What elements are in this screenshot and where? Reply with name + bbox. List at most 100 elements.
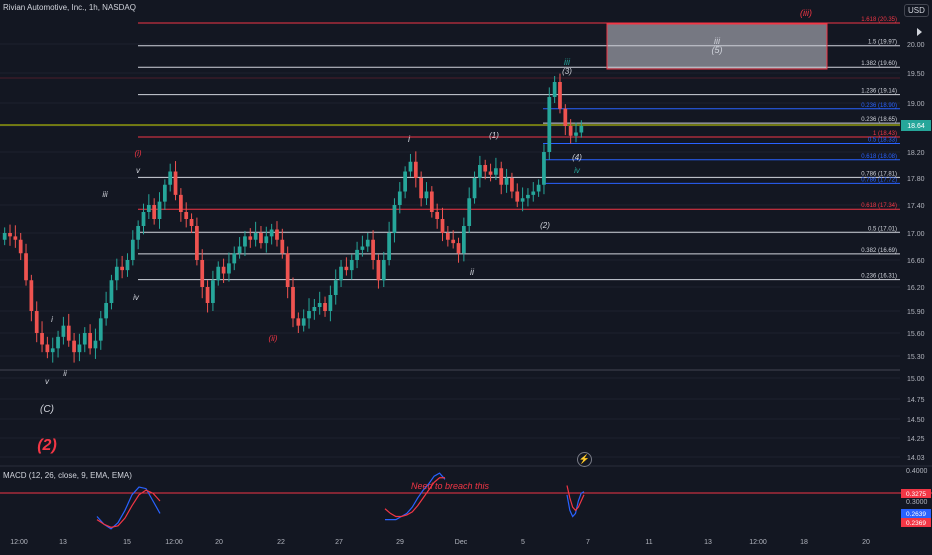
candle: [24, 253, 28, 281]
time-tick: 29: [396, 539, 404, 546]
candle: [536, 184, 541, 192]
candle: [413, 161, 418, 178]
candle: [136, 226, 141, 240]
candle: [114, 266, 119, 281]
candle: [333, 280, 338, 295]
candle: [365, 239, 370, 247]
candle: [189, 219, 194, 226]
fib-label: 0.786 (17.81): [861, 171, 897, 177]
candle: [248, 236, 253, 240]
candle: [232, 253, 237, 264]
candle: [34, 311, 39, 333]
fib-label: 0.236 (18.90): [861, 103, 897, 109]
candle: [216, 266, 221, 281]
candle: [392, 205, 397, 233]
candle: [40, 333, 44, 345]
fib-levels: 1.618 (20.35) 1.5 (19.97) 1.382 (19.60) 1.2…: [0, 17, 900, 371]
wave-label: (i): [134, 149, 141, 158]
candle: [195, 226, 199, 260]
candle: [280, 239, 285, 254]
time-tick: 7: [586, 539, 590, 546]
candle: [328, 295, 333, 311]
macd-badge: [901, 518, 931, 527]
wave-label: (2): [37, 437, 57, 454]
wave-label: (iii): [800, 8, 812, 18]
wave-label: i: [51, 315, 53, 324]
wave-label: (ii): [269, 334, 278, 343]
candle: [264, 236, 269, 244]
candle: [429, 191, 434, 212]
macd-badge-text: 0.2639: [906, 511, 926, 518]
time-tick: 11: [645, 539, 652, 546]
candle: [403, 171, 407, 192]
candle: [408, 161, 413, 172]
macd-line: [96, 489, 161, 528]
candle: [104, 303, 108, 319]
price-tick: 14.03: [907, 455, 925, 462]
candle: [184, 212, 189, 219]
candle: [542, 152, 546, 185]
price-tick: 15.90: [907, 309, 925, 316]
candle: [221, 266, 226, 274]
price-tick: 18.20: [907, 150, 925, 157]
candle: [488, 171, 493, 175]
candle: [344, 266, 349, 271]
wave-label: (C): [40, 404, 54, 415]
candle: [387, 233, 391, 260]
candle: [563, 108, 568, 126]
price-tick: 16.60: [907, 258, 925, 265]
wave-label: iii: [714, 36, 721, 46]
candle: [227, 263, 231, 274]
candle: [515, 191, 520, 202]
candle: [2, 233, 7, 240]
candle: [45, 344, 50, 353]
candle: [146, 205, 151, 212]
wave-label: (1): [489, 131, 499, 140]
candle: [18, 239, 23, 254]
fib-label: 0.786 (17.72): [861, 177, 897, 183]
time-tick: 13: [59, 539, 67, 546]
price-tick: 19.00: [907, 101, 925, 108]
candle: [173, 171, 178, 195]
fib-label: 0.236 (16.31): [861, 274, 897, 280]
macd-badge: [901, 509, 931, 518]
candle: [269, 229, 274, 237]
candle: [520, 198, 525, 202]
candle: [478, 165, 482, 178]
fib-label: 0.382 (16.69): [861, 248, 897, 254]
fib-label: 0.236 (18.65): [861, 117, 897, 123]
candle: [205, 287, 210, 303]
candle: [162, 184, 167, 202]
candle: [211, 280, 215, 303]
candle: [109, 280, 114, 303]
candle: [445, 233, 450, 240]
currency-button[interactable]: USD: [904, 4, 929, 17]
candle: [461, 226, 466, 254]
time-tick: Dec: [455, 539, 468, 546]
wave-label: v: [136, 166, 141, 175]
wave-label: iv: [574, 166, 581, 175]
last-price-badge: [901, 120, 931, 131]
candle: [29, 280, 34, 311]
time-tick: 5: [521, 539, 525, 546]
wave-label: i: [408, 134, 411, 144]
candle: [56, 336, 60, 349]
time-axis: 12:00 13 15 12:00 20 22 27 29 Dec 5 7 11 13 12:00 18 20: [10, 539, 870, 546]
price-tick: 15.60: [907, 331, 925, 338]
price-tick: 17.40: [907, 203, 925, 210]
candle: [253, 233, 258, 240]
candle: [307, 311, 311, 319]
candle: [472, 178, 477, 199]
time-tick: 27: [335, 539, 343, 546]
candle: [50, 348, 55, 353]
time-tick: 15: [123, 539, 131, 546]
candle: [451, 239, 456, 244]
candle: [291, 287, 295, 319]
lightning-icon[interactable]: ⚡: [577, 452, 592, 467]
macd-title[interactable]: MACD (12, 26, close, 9, EMA, EMA): [3, 471, 132, 480]
price-tick: 15.30: [907, 354, 925, 361]
symbol-title[interactable]: Rivian Automotive, Inc., 1h, NASDAQ: [3, 3, 136, 12]
